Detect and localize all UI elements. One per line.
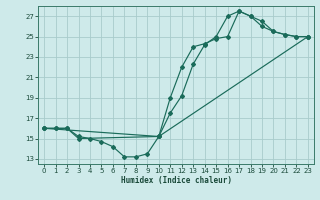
X-axis label: Humidex (Indice chaleur): Humidex (Indice chaleur) — [121, 176, 231, 185]
